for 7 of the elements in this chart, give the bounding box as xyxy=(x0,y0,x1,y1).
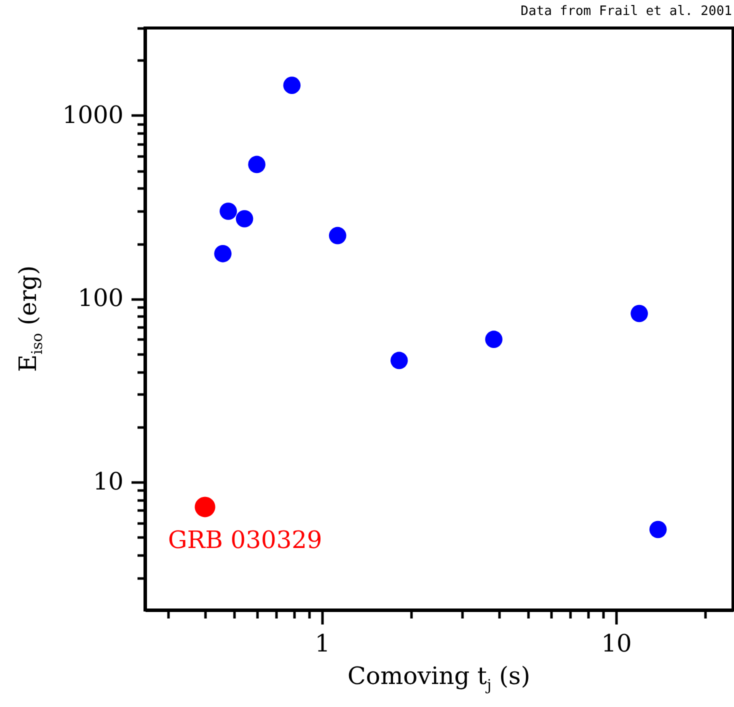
y-tick-label: 100 xyxy=(78,284,124,312)
x-axis-title: Comoving t$_{j}$ (s) xyxy=(348,662,530,694)
text: Data from Frail et al. 2001 xyxy=(520,4,732,19)
y-tick-label: 10 xyxy=(92,467,124,496)
x-tick-label: 1 xyxy=(314,630,330,658)
y-tick-label: 1000 xyxy=(62,100,124,129)
annotation: GRB 030329 xyxy=(168,526,322,554)
